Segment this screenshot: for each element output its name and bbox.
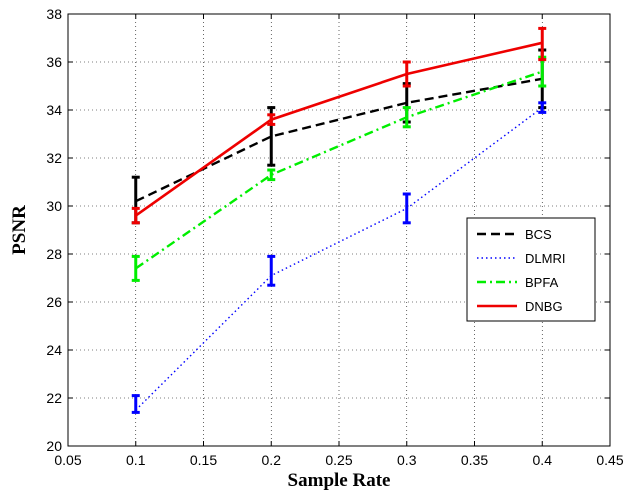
y-tick-label: 32 [46, 150, 62, 166]
x-tick-label: 0.3 [397, 452, 417, 468]
series-dnbg [131, 26, 547, 225]
series-dlmri [131, 101, 547, 414]
error-bar-dlmri [267, 254, 276, 287]
error-bar-dnbg [538, 26, 547, 62]
y-tick-label: 22 [46, 390, 62, 406]
x-tick-label: 0.15 [190, 452, 217, 468]
legend-item-dnbg: DNBG [477, 299, 563, 314]
error-bar-dlmri [538, 101, 547, 114]
x-tick-label: 0.25 [325, 452, 352, 468]
error-bar-dlmri [131, 394, 140, 414]
error-bar-dnbg [131, 206, 140, 225]
x-tick-label: 0.1 [126, 452, 146, 468]
series-group [131, 26, 547, 414]
series-line-bpfa [135, 70, 543, 270]
error-bar-bpfa [267, 168, 276, 182]
y-tick-label: 38 [46, 6, 62, 22]
x-tick-label: 0.4 [533, 452, 553, 468]
legend-item-dlmri: DLMRI [477, 251, 565, 266]
y-axis-title: PSNR [9, 205, 30, 255]
y-tick-label: 24 [46, 342, 62, 358]
y-tick-label: 34 [46, 102, 62, 118]
y-tick-label: 28 [46, 246, 62, 262]
y-tick-label: 30 [46, 198, 62, 214]
series-bpfa [131, 55, 547, 282]
ticks: 0.05 0.1 0.15 0.2 0.25 0.3 0.35 0.4 0.45 20 22 24 26… [46, 6, 623, 468]
error-bar-dnbg [402, 60, 411, 88]
legend: BCS DLMRI BPFA DNBG [466, 217, 596, 322]
legend-item-bcs: BCS [477, 227, 552, 242]
x-tick-label: 0.45 [596, 452, 623, 468]
error-bar-dnbg [267, 113, 276, 126]
error-bar-dlmri [402, 192, 411, 225]
error-bar-bpfa [402, 106, 411, 129]
x-tick-label: 0.2 [262, 452, 282, 468]
legend-label: DNBG [525, 299, 563, 314]
x-tick-label: 0.05 [54, 452, 81, 468]
y-tick-label: 20 [46, 438, 62, 454]
legend-label: BCS [525, 227, 552, 242]
legend-label: BPFA [525, 275, 559, 290]
x-axis-title: Sample Rate [288, 470, 391, 491]
x-tick-label: 0.35 [461, 452, 488, 468]
series-line-dlmri [135, 107, 543, 411]
legend-label: DLMRI [525, 251, 565, 266]
error-bar-bpfa [131, 254, 140, 282]
series-line-dnbg [135, 41, 543, 217]
y-tick-label: 26 [46, 294, 62, 310]
y-tick-label: 36 [46, 54, 62, 70]
legend-box [466, 217, 596, 322]
legend-item-bpfa: BPFA [477, 275, 559, 290]
